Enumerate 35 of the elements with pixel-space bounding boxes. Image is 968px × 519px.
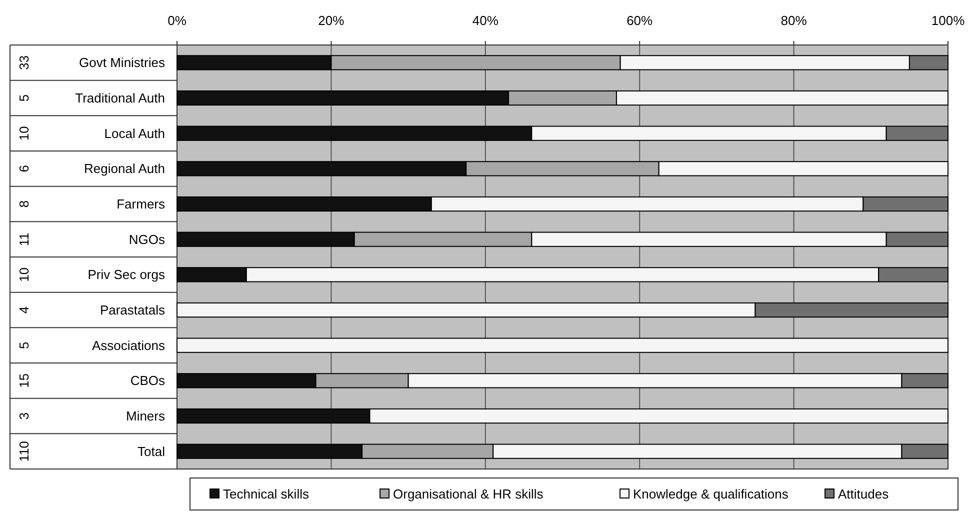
y-tick-label: NGOs [128,232,166,247]
x-tick-label: 20% [318,13,345,28]
y-tick-label: Parastatals [100,302,166,318]
text: 5 [16,342,32,349]
y-tick-label: CBOs [130,373,166,388]
y-tick-label: Regional Auth [84,161,165,176]
x-tick-label: 80% [780,13,808,28]
text: 8 [16,200,32,208]
text: 6 [16,165,32,172]
x-tick-label: 40% [472,13,499,28]
y-tick-label: Total [138,444,166,459]
text: 15 [16,373,32,388]
text: 5 [16,94,32,102]
y-tick-label: Traditional Auth [75,90,165,106]
text: 4 [16,306,32,314]
bar [176,338,948,353]
y-tick-label: Priv Sec orgs [88,267,166,282]
legend-label: Organisational & HR skills [393,486,544,502]
text: 10 [16,267,32,282]
text: 3 [16,412,32,420]
x-tick-label: 0% [168,13,187,28]
x-tick-label: 60% [626,13,654,28]
y-tick-label: Farmers [116,196,166,212]
legend-label: Knowledge & qualifications [633,486,789,502]
y-tick-label: Associations [92,338,166,353]
legend-label: Technical skills [223,486,310,502]
y-tick-label: Miners [126,408,166,424]
y-tick-label: Govt Ministries [79,55,166,70]
legend-label: Attitudes [838,486,890,502]
text: 110 [16,440,32,462]
text: 11 [16,232,32,246]
text: 10 [16,126,32,141]
y-tick-label: Local Auth [104,126,165,141]
text: 33 [16,55,32,70]
x-tick-label: 100% [931,13,966,28]
